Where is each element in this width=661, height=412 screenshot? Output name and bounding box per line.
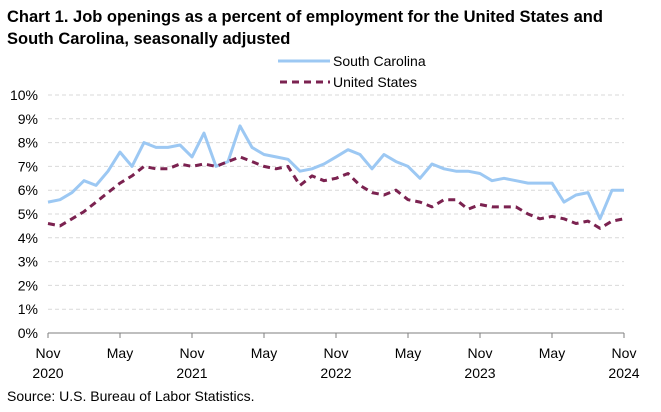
y-tick-label: 8% <box>18 135 38 151</box>
x-tick-year: 2021 <box>176 365 207 381</box>
gridlines <box>48 94 624 310</box>
x-axis-ticks: Nov 2020 May Nov 2021 May Nov 2022 May Nov 2023 May… <box>32 333 640 381</box>
x-tick-year: 2022 <box>320 365 351 381</box>
x-tick-year: 2023 <box>464 365 495 381</box>
y-tick-label: 2% <box>18 277 38 293</box>
legend-label-united-states: United States <box>333 74 417 90</box>
series-line-united-states <box>47 155 625 230</box>
x-tick-year: 2020 <box>32 365 63 381</box>
x-tick-month: Nov <box>612 345 637 361</box>
y-tick-label: 4% <box>18 230 38 246</box>
legend-label-south-carolina: South Carolina <box>333 53 426 69</box>
x-tick-month: May <box>395 345 421 361</box>
chart-title: Chart 1. Job openings as a percent of em… <box>7 8 603 48</box>
series-line-south-carolina <box>47 124 624 221</box>
x-tick-month: Nov <box>324 345 349 361</box>
y-tick-label: 6% <box>18 182 38 198</box>
x-tick-month: May <box>539 345 565 361</box>
x-tick-year: 2024 <box>608 365 639 381</box>
y-tick-label: 7% <box>18 158 38 174</box>
y-tick-label: 9% <box>18 111 38 127</box>
y-tick-label: 1% <box>18 301 38 317</box>
y-axis-ticks: 0% 1% 2% 3% 4% 5% 6% 7% 8% 9% 10% <box>10 87 38 341</box>
y-tick-label: 3% <box>18 254 38 270</box>
x-tick-month: Nov <box>180 345 205 361</box>
x-tick-month: May <box>251 345 277 361</box>
y-tick-label: 5% <box>18 206 38 222</box>
x-tick-month: May <box>107 345 133 361</box>
legend: South Carolina United States <box>278 53 426 90</box>
series-lines <box>47 124 625 230</box>
x-tick-month: Nov <box>468 345 493 361</box>
y-tick-label: 10% <box>10 87 38 103</box>
y-tick-label: 0% <box>18 325 38 341</box>
x-tick-month: Nov <box>36 345 61 361</box>
source-note: Source: U.S. Bureau of Labor Statistics. <box>7 388 255 404</box>
